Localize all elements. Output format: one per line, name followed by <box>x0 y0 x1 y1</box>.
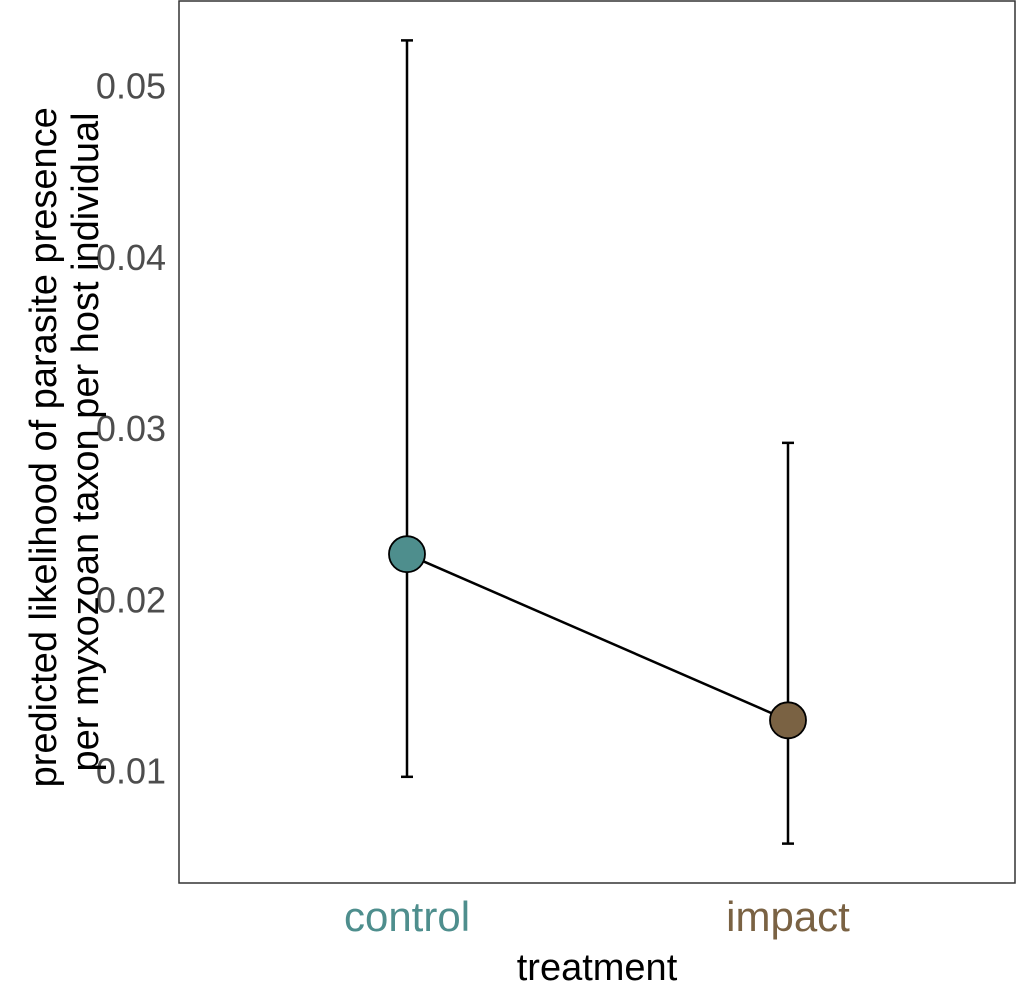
x-axis-ticks: control impact <box>344 893 850 940</box>
connecting-line <box>406 553 789 722</box>
y-axis-title-line-2: per myxozoan taxon per host individual <box>65 112 107 771</box>
error-bar-control <box>401 39 413 779</box>
y-axis-ticks: 0.01 0.02 0.03 0.04 0.05 <box>96 66 166 792</box>
y-axis-title-line-1: predicted likelihood of parasite presenc… <box>23 107 65 787</box>
x-tick-label-impact: impact <box>726 893 850 940</box>
y-tick-label: 0.02 <box>96 579 166 620</box>
chart-marks <box>388 39 807 845</box>
plot-panel-border <box>178 0 1016 884</box>
error-bar-impact <box>782 441 794 845</box>
y-tick-label: 0.03 <box>96 408 166 449</box>
x-axis-title: treatment <box>517 947 678 988</box>
data-point-impact <box>769 701 807 740</box>
data-point-control <box>388 535 426 574</box>
y-tick-label: 0.01 <box>96 751 166 792</box>
y-axis-title: predicted likelihood of parasite presenc… <box>23 97 107 788</box>
x-tick-label-control: control <box>344 893 470 940</box>
y-tick-label: 0.04 <box>96 237 166 278</box>
y-tick-label: 0.05 <box>96 66 166 107</box>
